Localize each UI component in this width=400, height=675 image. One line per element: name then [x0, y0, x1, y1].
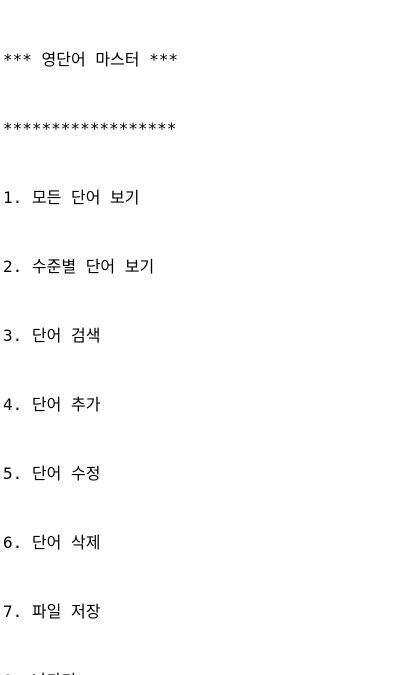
- console-text: 6. 단어 삭제: [3, 533, 101, 552]
- console-text: 2. 수준별 단어 보기: [3, 257, 155, 276]
- title-line: *** 영단어 마스터 ***: [3, 48, 400, 71]
- console-text: 3. 단어 검색: [3, 326, 101, 345]
- menu-item-add: 4. 단어 추가: [3, 393, 400, 416]
- console-text: 7. 파일 저장: [3, 602, 101, 621]
- menu-item-delete: 6. 단어 삭제: [3, 531, 400, 554]
- menu-item-view-by-level: 2. 수준별 단어 보기: [3, 255, 400, 278]
- menu-item-save: 7. 파일 저장: [3, 600, 400, 623]
- menu-item-view-all: 1. 모든 단어 보기: [3, 186, 400, 209]
- console-text: *** 영단어 마스터 ***: [3, 50, 179, 69]
- console-text: 1. 모든 단어 보기: [3, 188, 140, 207]
- menu-item-search: 3. 단어 검색: [3, 324, 400, 347]
- menu-item-exit: 0. 나가기: [3, 669, 400, 675]
- console-text: ******************: [3, 119, 177, 138]
- separator-line: ******************: [3, 117, 400, 140]
- menu-item-edit: 5. 단어 수정: [3, 462, 400, 485]
- console-text: 5. 단어 수정: [3, 464, 101, 483]
- console-text: 4. 단어 추가: [3, 395, 101, 414]
- console-text: 0. 나가기: [3, 671, 76, 675]
